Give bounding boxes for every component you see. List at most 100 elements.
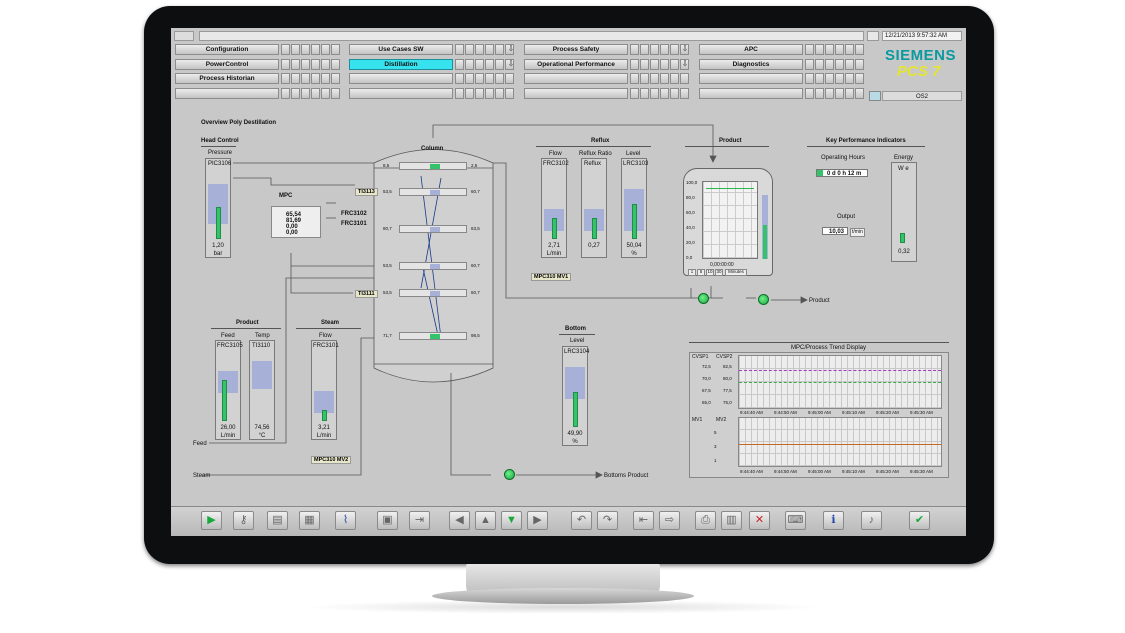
cv-line-1 [739,370,941,371]
nav-status-square [331,59,340,70]
report-icon[interactable]: ▦ [299,511,320,530]
start-icon[interactable]: ▶ [201,511,222,530]
tray[interactable] [399,225,467,233]
nav-empty[interactable] [699,88,803,99]
nav-operational-performance[interactable]: Operational Performance [524,59,628,70]
down-arrow-icon[interactable]: ⇩ [681,59,689,68]
nav-empty[interactable] [349,73,453,84]
output-label: Output [837,214,856,220]
reflux-flow-gauge[interactable]: FRC3102 2,71 L/min [541,158,569,258]
nav-status-square [845,59,854,70]
down-arrow-icon[interactable]: ⇩ [507,59,515,68]
nav-status-square [640,73,649,84]
alarm-icons[interactable] [174,31,194,41]
sound-icon[interactable]: ♪ [861,511,882,530]
nav-empty[interactable] [175,88,279,99]
nav-apc[interactable]: APC [699,44,803,55]
gauge-label: Temp [255,333,270,339]
tank-level-bar [763,225,767,259]
tray[interactable] [399,262,467,270]
feed-temp-gauge[interactable]: TI3110 74,56 °C [249,340,275,440]
trend-label: MV2 [716,417,727,423]
tray[interactable] [399,332,467,340]
energy-gauge[interactable]: W e 0,32 [891,162,917,262]
nav-status-square [281,59,290,70]
nav-status-square [815,73,824,84]
nav-powercontrol[interactable]: PowerControl [175,59,279,70]
nav-process-safety[interactable]: Process Safety [524,44,628,55]
temp-tag[interactable]: TI3111 [355,290,378,298]
arrow-down-icon[interactable]: ▼ [501,511,522,530]
pump-icon[interactable] [504,469,515,480]
nav-diagnostics[interactable]: Diagnostics [699,59,803,70]
nav-distillation[interactable]: Distillation [349,59,453,70]
keyboard-icon[interactable]: ⌨ [785,511,806,530]
product-out-label: Product [809,298,830,304]
column-title: Column [421,146,444,152]
undo-icon[interactable]: ↶ [571,511,592,530]
steam-flow-gauge[interactable]: FRC3101 3,21 L/min [311,340,339,440]
nav-configuration[interactable]: Configuration [175,44,279,55]
time-button[interactable]: 1 [688,269,696,276]
nav-status-square [485,88,494,99]
ack-icon[interactable] [867,31,879,41]
down-arrow-icon[interactable]: ⇩ [681,44,689,53]
nav-use-cases-sw[interactable]: Use Cases SW [349,44,453,55]
key-icon[interactable]: ⚷ [233,511,254,530]
trend-icon[interactable]: ⌇ [335,511,356,530]
trend-display[interactable]: CVSP1 CVSP2 MV1 MV2 72,5 70,0 67,5 65,0 82,5… [689,352,949,478]
pump-icon[interactable] [698,293,709,304]
nav-empty[interactable] [699,73,803,84]
desk-shadow [300,600,825,614]
time-button[interactable]: 30 [715,269,723,276]
mpc-block[interactable]: 65,54 81,69 0,00 0,00 [271,206,321,238]
screen-icon[interactable]: ▣ [377,511,398,530]
reflux-level-gauge[interactable]: LRC3103 50,04 % [621,158,648,258]
info-icon[interactable]: ℹ [823,511,844,530]
nav-status-square [281,73,290,84]
forward-icon[interactable]: ⇨ [659,511,680,530]
monitor-icon[interactable] [869,91,881,101]
tray[interactable] [399,162,467,170]
nav-empty[interactable] [524,88,628,99]
nav-empty[interactable] [349,88,453,99]
ack-icon[interactable]: ✔ [909,511,930,530]
temp-tag[interactable]: TI3113 [355,188,378,196]
tray[interactable] [399,289,467,297]
pressure-gauge[interactable]: PIC3106 1,20 bar [205,158,231,258]
pump-icon[interactable] [758,294,769,305]
steam-rule [296,328,361,329]
bottom-level-gauge[interactable]: LRC3104 49,90 % [562,346,590,446]
reflux-ratio-gauge[interactable]: Reflux 0,27 [581,158,607,258]
nav-process-historian[interactable]: Process Historian [175,73,279,84]
trend-x-label: 9:45:20 AM [876,469,899,474]
product-tank[interactable]: 100,0 80,0 60,0 40,0 20,0 0,0 0,00:00:00 1 5 10… [683,168,773,276]
nav-status-square [680,44,689,55]
feed-flow-gauge[interactable]: FRC3105 26,00 L/min [215,340,243,440]
import-icon[interactable]: ⇤ [633,511,654,530]
tray[interactable] [399,188,467,196]
steam-in-label: Steam [193,473,211,479]
arrow-left-icon[interactable]: ◀ [449,511,470,530]
down-arrow-icon[interactable]: ⇩ [507,44,515,53]
nav-status-square [465,44,474,55]
export-icon[interactable]: ⇥ [409,511,430,530]
nav-empty[interactable] [524,73,628,84]
redo-icon[interactable]: ↷ [597,511,618,530]
save-icon[interactable]: ▥ [721,511,742,530]
nav-status-square [311,73,320,84]
mv-tag[interactable]: MPC310 MV2 [311,456,352,464]
arrow-right-icon[interactable]: ▶ [527,511,548,530]
time-button[interactable]: 10 [706,269,714,276]
nav-status-square [805,88,814,99]
delete-icon[interactable]: ✕ [749,511,770,530]
nav-status-square [855,73,864,84]
arrow-up-icon[interactable]: ▲ [475,511,496,530]
mv-tag[interactable]: MPC310 MV1 [531,273,572,281]
time-button[interactable]: 5 [697,269,705,276]
print-icon[interactable]: ⎙ [695,511,716,530]
folder-icon[interactable]: ▤ [267,511,288,530]
gauge-tag: LRC3104 [564,349,590,355]
time-unit[interactable]: Minutes [725,269,747,276]
bottoms-out-label: Bottoms Product [604,473,649,479]
